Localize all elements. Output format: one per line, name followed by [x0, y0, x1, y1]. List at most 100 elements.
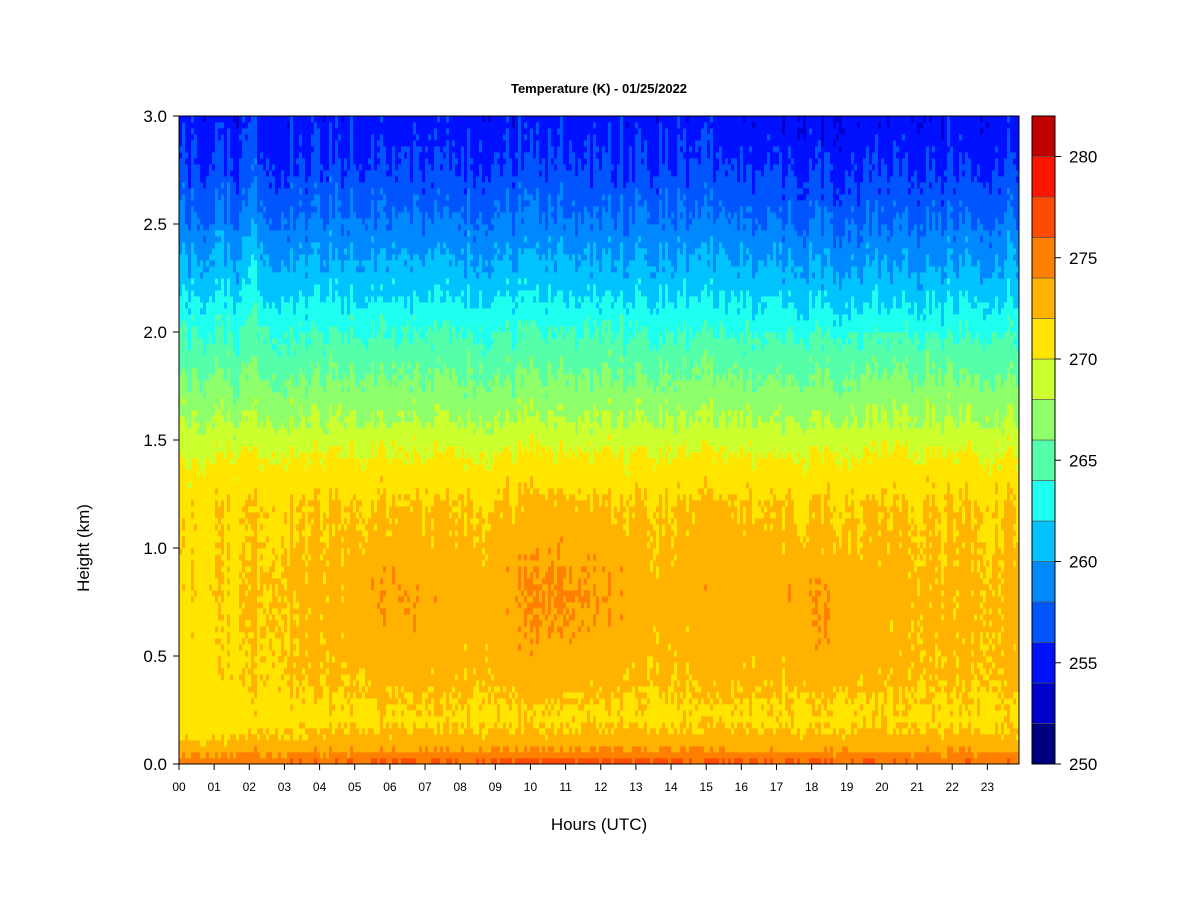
- heatmap-cell: [215, 224, 218, 230]
- heatmap-cell: [242, 344, 245, 350]
- heatmap-cell: [194, 362, 197, 368]
- heatmap-cell: [230, 410, 233, 416]
- heatmap-cell: [263, 500, 266, 506]
- heatmap-cell: [272, 614, 275, 620]
- heatmap-cell: [215, 686, 218, 692]
- heatmap-cell: [290, 302, 293, 308]
- heatmap-cell: [263, 152, 266, 158]
- heatmap-cell: [218, 344, 221, 350]
- heatmap-cell: [185, 392, 188, 398]
- heatmap-cell: [251, 338, 254, 344]
- heatmap-cell: [248, 386, 251, 392]
- heatmap-cell: [257, 542, 260, 548]
- heatmap-cell: [203, 320, 206, 326]
- heatmap-cell: [275, 746, 278, 752]
- heatmap-cell: [206, 308, 209, 314]
- heatmap-cell: [212, 386, 215, 392]
- heatmap-cell: [191, 140, 194, 146]
- heatmap-cell: [215, 170, 218, 176]
- heatmap-cell: [275, 314, 278, 320]
- heatmap-cell: [305, 650, 308, 656]
- heatmap-cell: [191, 638, 194, 644]
- heatmap-cell: [236, 470, 239, 476]
- heatmap-cell: [296, 242, 299, 248]
- heatmap-cell: [287, 656, 290, 662]
- heatmap-cell: [182, 398, 185, 404]
- heatmap-cell: [296, 674, 299, 680]
- heatmap-cell: [203, 530, 206, 536]
- heatmap-cell: [251, 146, 254, 152]
- heatmap-cell: [206, 722, 209, 728]
- heatmap-cell: [194, 632, 197, 638]
- heatmap-cell: [221, 482, 224, 488]
- heatmap-cell: [188, 158, 191, 164]
- heatmap-cell: [290, 422, 293, 428]
- heatmap-cell: [221, 746, 224, 752]
- heatmap-cell: [197, 302, 200, 308]
- heatmap-cell: [221, 494, 224, 500]
- heatmap-cell: [221, 542, 224, 548]
- heatmap-cell: [179, 512, 182, 518]
- heatmap-cell: [206, 566, 209, 572]
- heatmap-cell: [287, 638, 290, 644]
- heatmap-cell: [233, 122, 236, 128]
- heatmap-cell: [245, 386, 248, 392]
- heatmap-cell: [284, 290, 287, 296]
- heatmap-cell: [206, 404, 209, 410]
- heatmap-cell: [197, 296, 200, 302]
- heatmap-cell: [179, 272, 182, 278]
- heatmap-cell: [200, 464, 203, 470]
- heatmap-cell: [269, 626, 272, 632]
- heatmap-cell: [197, 350, 200, 356]
- heatmap-cell: [257, 290, 260, 296]
- heatmap-cell: [224, 242, 227, 248]
- heatmap-cell: [188, 746, 191, 752]
- heatmap-cell: [302, 350, 305, 356]
- heatmap-cell: [299, 290, 302, 296]
- heatmap-cell: [305, 452, 308, 458]
- heatmap-cell: [194, 152, 197, 158]
- heatmap-cell: [272, 560, 275, 566]
- heatmap-cell: [299, 668, 302, 674]
- heatmap-cell: [260, 758, 263, 764]
- heatmap-cell: [263, 458, 266, 464]
- heatmap-cell: [287, 620, 290, 626]
- heatmap-cell: [200, 758, 203, 764]
- heatmap-cell: [269, 344, 272, 350]
- heatmap-cell: [302, 752, 305, 758]
- heatmap-cell: [218, 380, 221, 386]
- heatmap-cell: [200, 356, 203, 362]
- heatmap-cell: [278, 758, 281, 764]
- heatmap-cell: [248, 314, 251, 320]
- heatmap-cell: [269, 716, 272, 722]
- heatmap-cell: [236, 554, 239, 560]
- heatmap-cell: [260, 656, 263, 662]
- heatmap-cell: [272, 200, 275, 206]
- heatmap-cell: [293, 482, 296, 488]
- heatmap-cell: [194, 656, 197, 662]
- heatmap-cell: [242, 134, 245, 140]
- heatmap-cell: [230, 476, 233, 482]
- heatmap-cell: [278, 134, 281, 140]
- heatmap-cell: [200, 488, 203, 494]
- heatmap-cell: [308, 164, 311, 170]
- heatmap-cell: [299, 164, 302, 170]
- heatmap-cell: [305, 440, 308, 446]
- heatmap-cell: [218, 626, 221, 632]
- heatmap-cell: [236, 356, 239, 362]
- heatmap-cell: [281, 746, 284, 752]
- heatmap-cell: [248, 428, 251, 434]
- heatmap-cell: [296, 278, 299, 284]
- heatmap-cell: [251, 344, 254, 350]
- heatmap-cell: [311, 680, 314, 686]
- heatmap-cell: [251, 368, 254, 374]
- heatmap-cell: [215, 548, 218, 554]
- heatmap-cell: [281, 626, 284, 632]
- heatmap-cell: [245, 194, 248, 200]
- heatmap-cell: [206, 602, 209, 608]
- heatmap-cell: [206, 164, 209, 170]
- heatmap-cell: [275, 254, 278, 260]
- heatmap-cell: [281, 428, 284, 434]
- heatmap-cell: [296, 458, 299, 464]
- heatmap-cell: [227, 194, 230, 200]
